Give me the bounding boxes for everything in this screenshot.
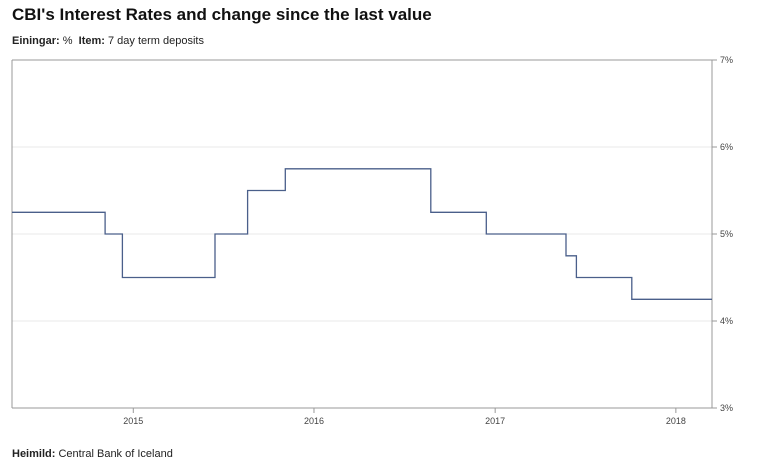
series-line [12, 168, 712, 300]
source-value: Central Bank of Iceland [58, 448, 173, 460]
unit-label: Einingar: [12, 35, 60, 47]
x-tick-label: 2016 [304, 416, 324, 426]
item-label: Item: [78, 35, 105, 47]
y-tick-label: 3% [720, 403, 733, 413]
x-tick-label: 2017 [485, 416, 505, 426]
item-value: 7 day term deposits [107, 35, 204, 47]
x-tick-label: 2018 [666, 416, 686, 426]
y-tick-label: 4% [720, 316, 733, 326]
x-tick-label: 2015 [123, 416, 143, 426]
source-label: Heimild: [12, 448, 56, 460]
y-tick-label: 7% [720, 55, 733, 65]
chart-subtitle: Einingar: % Item: 7 day term deposits [12, 35, 204, 47]
y-tick-label: 6% [720, 142, 733, 152]
chart-title: CBI's Interest Rates and change since th… [12, 5, 432, 24]
source-note: Heimild: Central Bank of Iceland [12, 448, 173, 460]
y-tick-label: 5% [720, 229, 733, 239]
unit-value: % [62, 35, 73, 47]
